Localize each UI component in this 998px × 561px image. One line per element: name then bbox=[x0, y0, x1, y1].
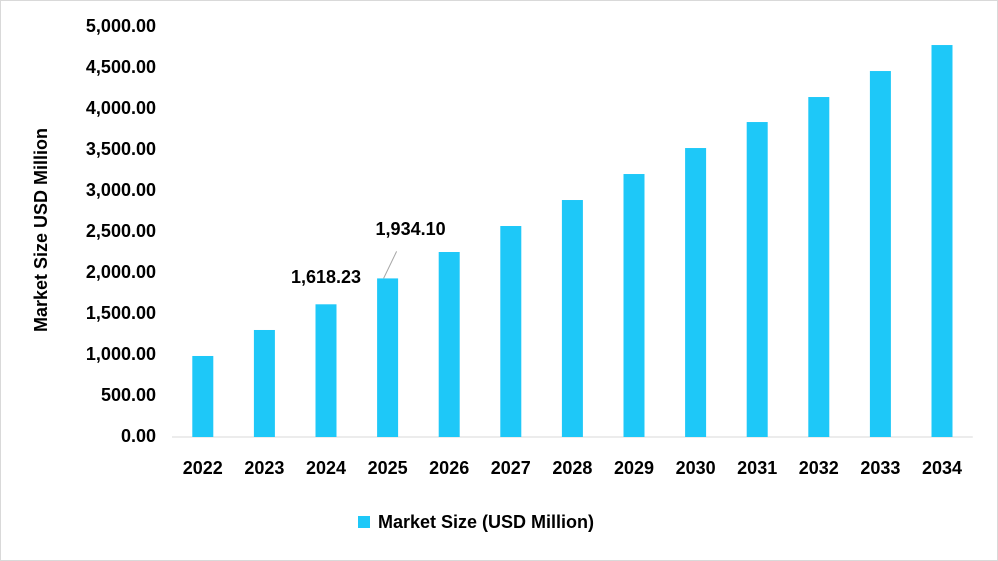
x-tick-label: 2027 bbox=[491, 458, 531, 478]
bar bbox=[623, 174, 645, 437]
y-axis-title: Market Size USD Million bbox=[31, 128, 51, 332]
x-tick-label: 2028 bbox=[552, 458, 592, 478]
y-tick-label: 3,000.00 bbox=[86, 180, 156, 200]
x-tick-label: 2032 bbox=[799, 458, 839, 478]
bar bbox=[561, 200, 583, 437]
data-label: 1,934.10 bbox=[376, 219, 446, 239]
y-tick-label: 2,500.00 bbox=[86, 221, 156, 241]
x-tick-label: 2034 bbox=[922, 458, 962, 478]
y-tick-label: 4,000.00 bbox=[86, 98, 156, 118]
bar bbox=[438, 252, 460, 437]
x-tick-label: 2026 bbox=[429, 458, 469, 478]
bar bbox=[192, 355, 214, 437]
x-tick-label: 2023 bbox=[244, 458, 284, 478]
x-tick-label: 2022 bbox=[183, 458, 223, 478]
legend-label: Market Size (USD Million) bbox=[378, 512, 594, 532]
bar bbox=[869, 71, 891, 437]
y-tick-label: 1,500.00 bbox=[86, 303, 156, 323]
x-tick-label: 2033 bbox=[860, 458, 900, 478]
x-tick-label: 2029 bbox=[614, 458, 654, 478]
bar bbox=[931, 45, 953, 437]
bar bbox=[253, 329, 275, 437]
y-tick-label: 2,000.00 bbox=[86, 262, 156, 282]
y-tick-label: 1,000.00 bbox=[86, 344, 156, 364]
x-tick-label: 2025 bbox=[368, 458, 408, 478]
x-tick-label: 2030 bbox=[676, 458, 716, 478]
bar bbox=[685, 148, 707, 438]
bar bbox=[808, 97, 830, 437]
legend-swatch bbox=[358, 516, 370, 528]
bar bbox=[746, 122, 768, 438]
bar bbox=[500, 226, 522, 437]
x-tick-label: 2031 bbox=[737, 458, 777, 478]
bar bbox=[315, 304, 337, 437]
x-tick-label: 2024 bbox=[306, 458, 346, 478]
y-tick-label: 4,500.00 bbox=[86, 57, 156, 77]
label-leader bbox=[383, 251, 398, 279]
y-tick-label: 5,000.00 bbox=[86, 16, 156, 36]
y-tick-label: 3,500.00 bbox=[86, 139, 156, 159]
data-label: 1,618.23 bbox=[291, 267, 361, 287]
y-tick-label: 0.00 bbox=[121, 426, 156, 446]
y-tick-label: 500.00 bbox=[101, 385, 156, 405]
bar bbox=[377, 278, 399, 437]
